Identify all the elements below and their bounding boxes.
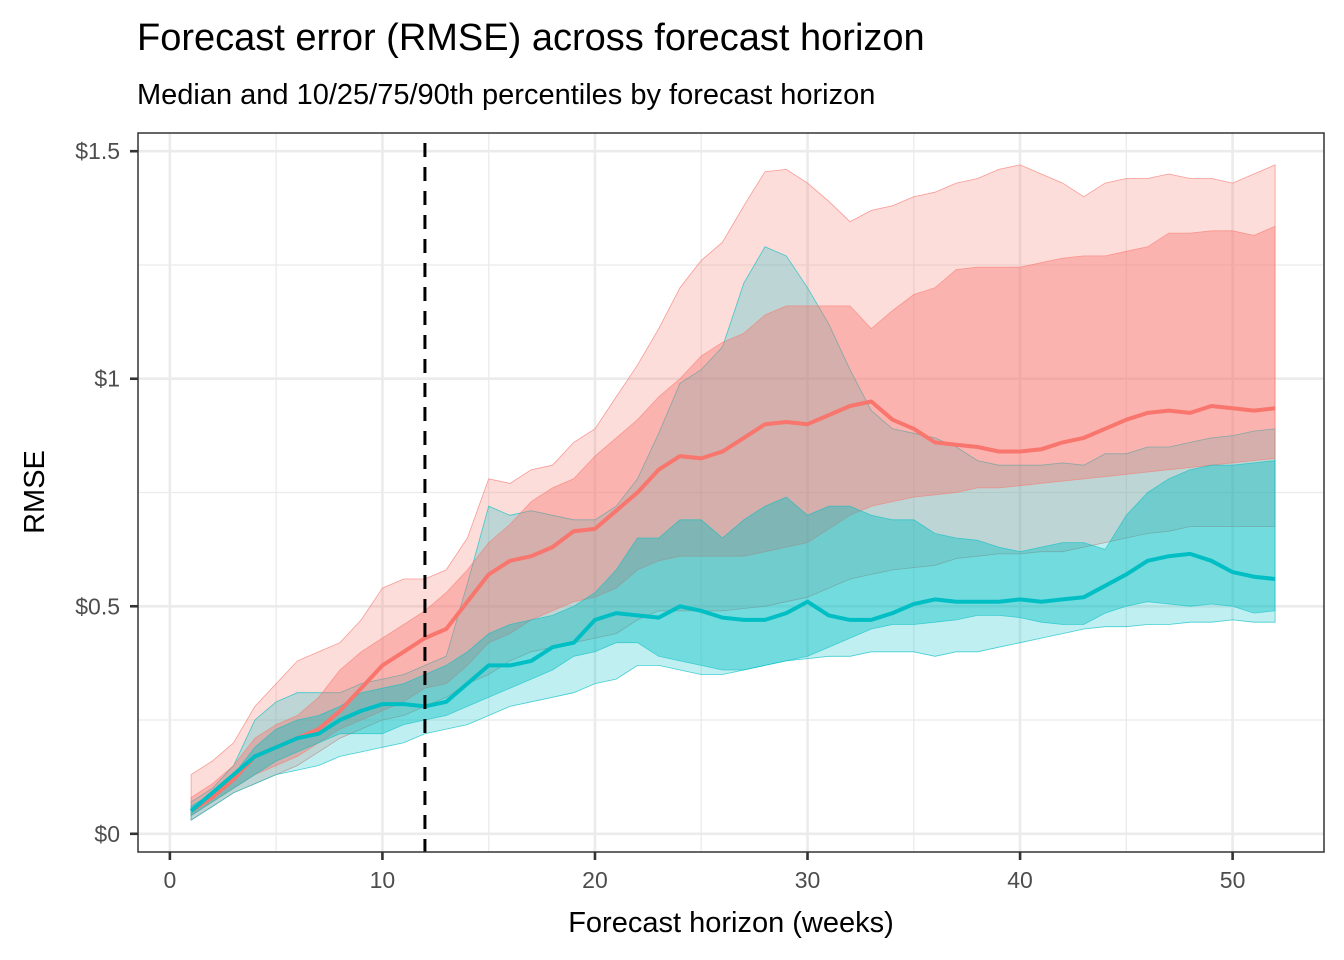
- grid-major: [138, 133, 1324, 852]
- y-axis: $0 $0.5 $1 $1.5: [75, 138, 138, 847]
- band-p25-p75-teal: [190, 460, 1276, 817]
- y-tick-label: $1.5: [75, 138, 120, 164]
- bands: [190, 164, 1276, 821]
- y-tick-label: $1: [94, 366, 120, 392]
- x-tick-label: 50: [1220, 867, 1246, 893]
- band-p10-p90-teal: [190, 246, 1276, 821]
- band-p25-p75-red: [190, 225, 1276, 817]
- x-axis-title: Forecast horizon (weeks): [568, 907, 894, 939]
- x-tick-label: 40: [1007, 867, 1033, 893]
- y-tick-label: $0.5: [75, 593, 120, 619]
- plot-panel: [137, 132, 1325, 853]
- median-line-red: [190, 399, 1276, 813]
- y-tick-label: $0: [94, 821, 120, 847]
- x-tick-label: 30: [795, 867, 821, 893]
- panel-border: [137, 132, 1325, 853]
- chart-title: Forecast error (RMSE) across forecast ho…: [137, 17, 925, 59]
- x-tick-label: 10: [370, 867, 396, 893]
- x-axis: 0 10 20 30 40 50: [163, 852, 1245, 893]
- chart-subtitle: Median and 10/25/75/90th percentiles by …: [137, 79, 875, 111]
- x-tick-label: 0: [163, 867, 176, 893]
- x-tick-label: 20: [582, 867, 608, 893]
- median-lines: [189, 399, 1276, 813]
- grid-minor: [138, 133, 1324, 852]
- y-axis-title: RMSE: [19, 450, 51, 534]
- median-line-teal: [189, 551, 1276, 813]
